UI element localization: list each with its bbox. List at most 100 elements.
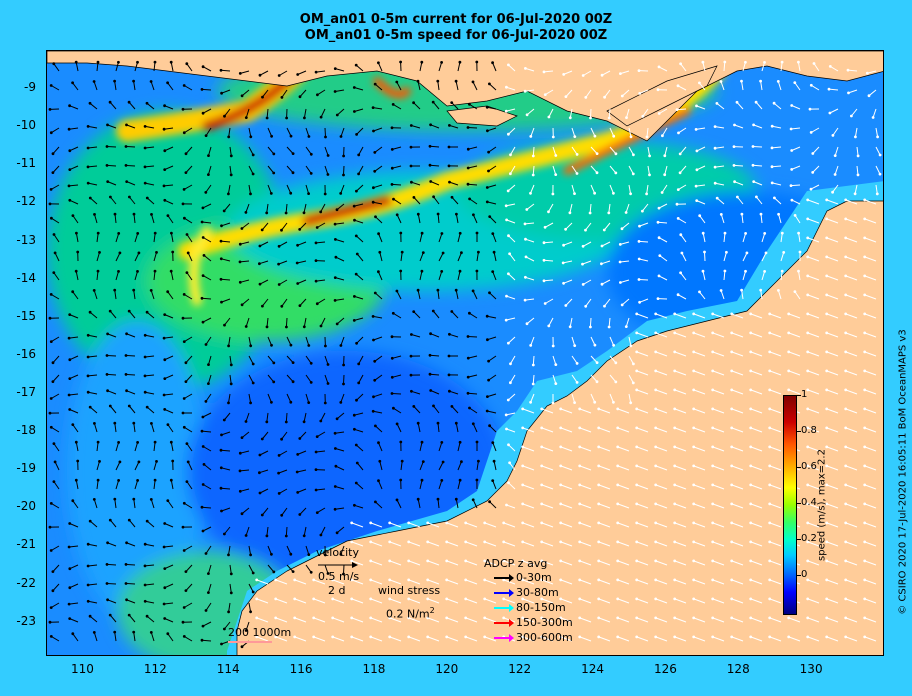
current-vector-arrow (285, 526, 288, 537)
current-vector-head (806, 616, 810, 620)
current-vector-head (531, 363, 535, 367)
current-vector-head (238, 469, 242, 473)
current-vector-head (105, 373, 109, 376)
current-vector-arrow (655, 370, 668, 376)
current-vector-head (772, 101, 776, 105)
current-vector-arrow (354, 108, 364, 112)
current-vector-head (825, 559, 829, 563)
credit-text: © CSIRO 2020 17-Jul-2020 16:05:11 BoM Oc… (897, 329, 909, 615)
current-vector-arrow (208, 355, 212, 365)
current-vector-arrow (202, 66, 212, 72)
current-vector-head (220, 91, 224, 95)
current-vector-head (521, 540, 525, 544)
current-vector-head (635, 521, 639, 525)
current-vector-head (616, 616, 620, 620)
current-vector-head (679, 271, 682, 275)
current-vector-head (635, 426, 639, 430)
current-vector-arrow (53, 63, 60, 72)
current-vector-arrow (340, 393, 345, 403)
adcp-arrow-swatch (494, 574, 514, 582)
current-vector-arrow (655, 598, 668, 604)
current-vector-arrow (396, 423, 402, 433)
current-vector-head (635, 312, 639, 316)
current-vector-arrow (167, 291, 174, 300)
current-vector-head (578, 445, 582, 449)
current-vector-head (730, 521, 734, 525)
current-vector-head (745, 251, 749, 255)
current-vector-head (324, 135, 327, 139)
current-vector-head (531, 154, 535, 158)
current-vector-arrow (560, 522, 573, 528)
current-vector-head (48, 202, 52, 206)
current-vector-arrow (50, 545, 60, 551)
current-vector-head (825, 597, 829, 601)
current-vector-arrow (807, 294, 820, 300)
current-vector-head (355, 189, 358, 193)
current-vector-arrow (845, 313, 858, 319)
current-vector-head (240, 227, 244, 230)
current-vector-arrow (202, 484, 212, 490)
current-vector-head (258, 73, 262, 77)
current-vector-arrow (432, 310, 440, 319)
current-vector-head (844, 445, 848, 449)
current-vector-head (391, 311, 395, 315)
current-vector-head (573, 135, 577, 138)
current-vector-arrow (845, 636, 858, 642)
current-vector-arrow (625, 317, 630, 327)
current-vector-head (597, 559, 601, 563)
current-vector-head (595, 171, 599, 175)
current-vector-head (71, 81, 74, 85)
current-vector-arrow (446, 560, 459, 566)
current-vector-arrow (392, 374, 402, 378)
current-vector-head (88, 519, 92, 523)
current-vector-arrow (107, 181, 117, 186)
current-vector-arrow (126, 124, 136, 129)
current-vector-head (52, 271, 56, 274)
current-vector-arrow (569, 108, 573, 118)
current-vector-head (597, 445, 601, 449)
latitude-tick-label: -19 (16, 461, 36, 476)
current-vector-head (768, 578, 772, 582)
current-vector-head (312, 597, 316, 601)
current-vector-head (86, 355, 90, 359)
current-vector-arrow (370, 522, 383, 528)
current-vector-arrow (316, 279, 326, 282)
current-vector-arrow (664, 146, 668, 156)
current-vector-arrow (465, 560, 478, 566)
current-vector-arrow (224, 317, 231, 326)
current-vector-arrow (396, 499, 402, 509)
current-vector-arrow (340, 545, 345, 555)
current-vector-arrow (164, 523, 174, 528)
current-vector-arrow (335, 256, 345, 262)
current-vector-head (468, 197, 471, 201)
current-vector-head (863, 483, 867, 487)
current-vector-head (559, 407, 563, 411)
current-vector-head (502, 540, 506, 544)
current-vector-arrow (617, 579, 630, 585)
current-vector-head (74, 269, 78, 273)
current-vector-head (521, 502, 525, 506)
current-vector-head (181, 107, 185, 111)
current-vector-arrow (446, 636, 459, 642)
current-vector-head (749, 407, 753, 411)
current-vector-head (589, 116, 592, 120)
current-vector-head (49, 606, 53, 609)
current-vector-head (603, 304, 606, 308)
current-vector-head (334, 238, 337, 241)
current-vector-head (825, 198, 829, 202)
current-vector-head (568, 325, 572, 329)
current-vector-head (768, 616, 772, 620)
current-vector-arrow (678, 127, 687, 134)
current-vector-head (124, 354, 128, 357)
current-vector-head (255, 635, 259, 639)
current-vector-head (632, 362, 635, 366)
current-vector-head (132, 497, 136, 501)
current-vector-head (844, 597, 848, 601)
current-vector-head (333, 431, 337, 435)
current-vector-head (711, 597, 715, 601)
current-vector-head (420, 478, 424, 482)
current-vector-head (106, 180, 110, 184)
current-vector-head (540, 578, 544, 582)
current-vector-arrow (324, 374, 329, 384)
current-vector-head (654, 578, 658, 582)
